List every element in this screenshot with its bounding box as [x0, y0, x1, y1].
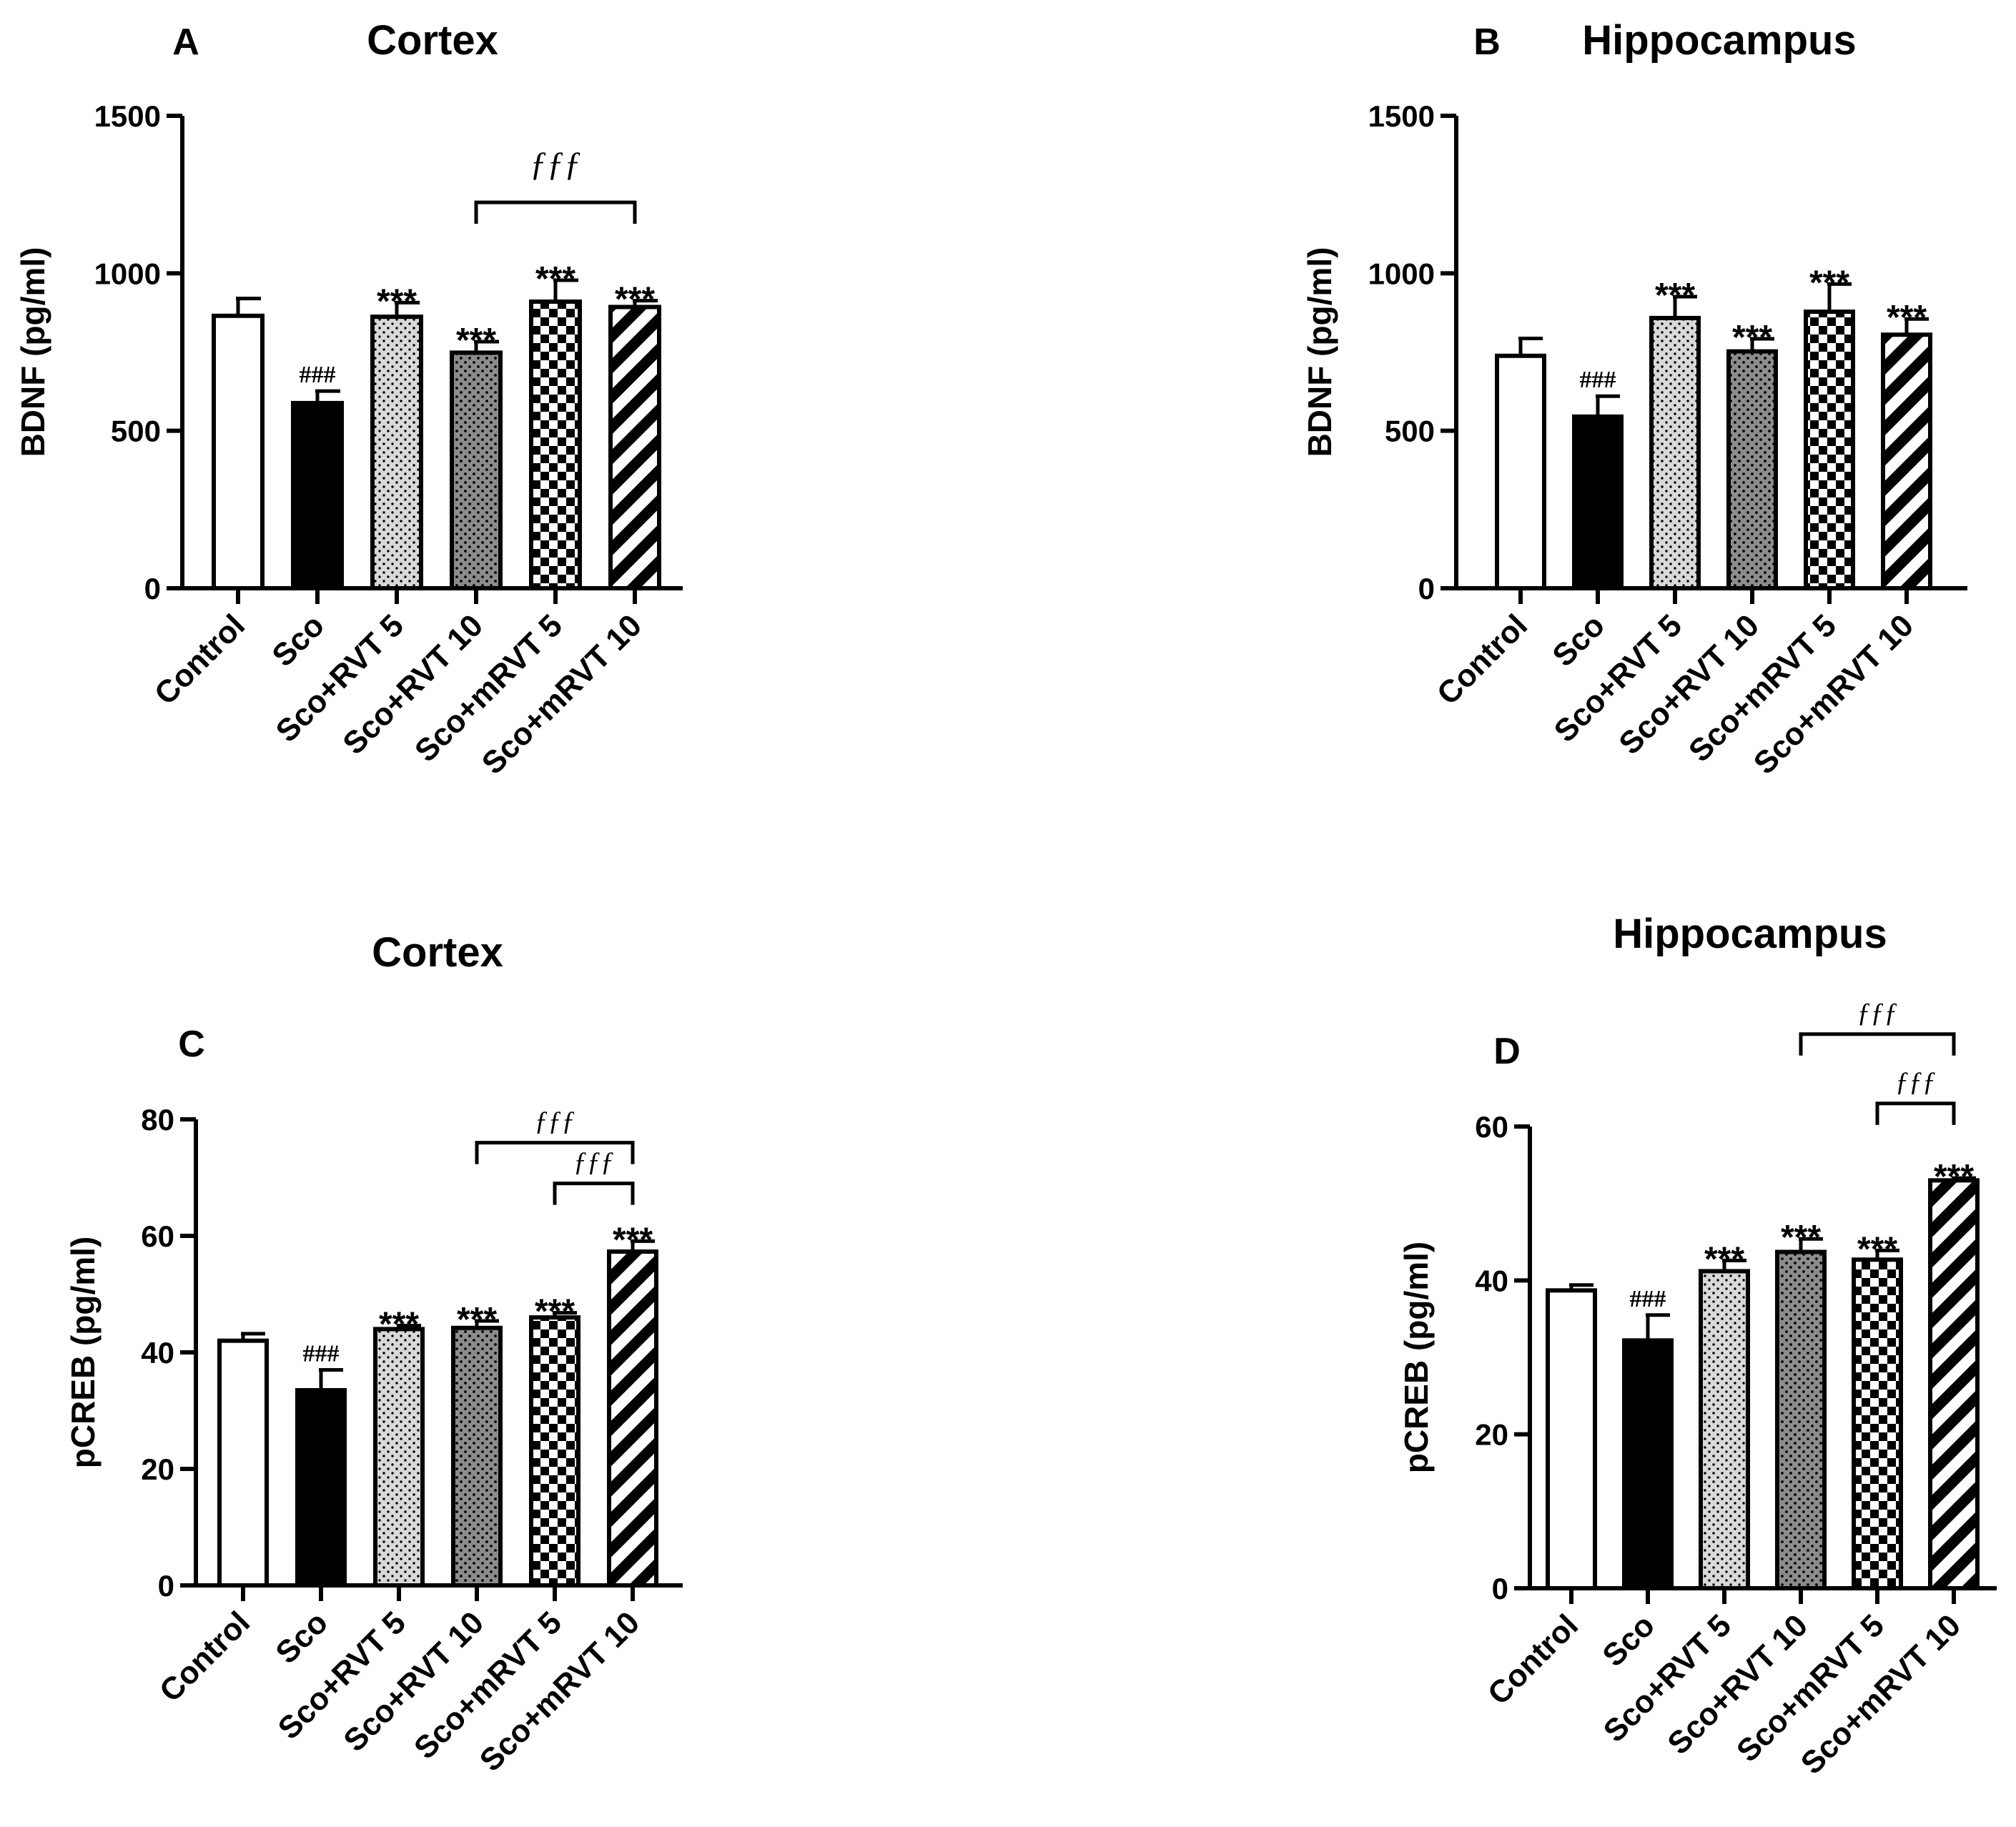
y-tick-label: 40: [1475, 1264, 1508, 1297]
bar: [529, 1315, 580, 1588]
x-tick-label: Sco: [1596, 1608, 1661, 1673]
x-tick-label: Control: [153, 1605, 257, 1708]
y-tick-label: 60: [1475, 1110, 1508, 1144]
panel-letter: C: [178, 1024, 205, 1065]
bar: [1928, 1178, 1980, 1591]
bar: [212, 313, 265, 590]
panel-letter: B: [1473, 21, 1501, 63]
y-tick-label: 0: [1418, 572, 1435, 605]
bar: [1852, 1257, 1903, 1590]
bar: [1699, 1269, 1750, 1590]
panel-b-bdnf-hippocampus: Hippocampus B BDNF (pg/ml) 0 500 1000 1500 Cont…: [1301, 17, 1967, 781]
bar: [529, 299, 582, 590]
bar: [607, 1249, 658, 1588]
significance-hash: ###: [303, 1340, 340, 1367]
significance-stars: ***: [377, 282, 417, 320]
y-tick-label: 500: [111, 415, 161, 448]
significance-hash: ###: [300, 362, 336, 388]
bar: [1649, 315, 1701, 590]
significance-stars: ***: [1781, 1219, 1821, 1257]
x-tick-label: Control: [1481, 1608, 1585, 1711]
comparison-bracket: [1875, 1101, 1956, 1125]
bar: [370, 315, 423, 590]
panel-letter: D: [1493, 1031, 1521, 1072]
y-tick-label: 1500: [94, 99, 161, 133]
y-axis-label: pCREB (pg/ml): [64, 1237, 102, 1469]
y-tick-label: 80: [141, 1103, 174, 1137]
y-axis-label: BDNF (pg/ml): [14, 247, 51, 457]
bar: [1546, 1288, 1597, 1590]
comparison-bracket: [474, 200, 637, 224]
significance-stars: ***: [1655, 277, 1695, 315]
y-tick-label: 0: [144, 572, 161, 605]
y-tick-label: 60: [141, 1219, 174, 1253]
bar: [608, 304, 661, 590]
comparison-bracket: [1799, 1032, 1956, 1056]
bracket-significance: ƒƒƒ: [1895, 1067, 1936, 1097]
bracket-significance: ƒƒƒ: [1857, 998, 1898, 1028]
panel-title: Cortex: [367, 17, 498, 64]
x-tick-label: Sco: [1546, 608, 1611, 673]
significance-hash: ###: [1630, 1286, 1666, 1312]
y-tick-label: 1000: [94, 257, 161, 290]
significance-stars: ***: [1887, 299, 1927, 337]
bracket-significance: ƒƒƒ: [573, 1147, 614, 1177]
bar: [217, 1338, 269, 1588]
x-tick-label: Control: [1431, 608, 1534, 711]
x-tick-label: Sco: [269, 1605, 335, 1670]
bar: [1726, 349, 1778, 590]
bar: [1622, 1338, 1674, 1591]
y-axis-label: pCREB (pg/ml): [1398, 1242, 1435, 1474]
significance-stars: ***: [613, 1221, 653, 1259]
panel-title: Cortex: [372, 929, 503, 976]
bar: [373, 1327, 425, 1588]
significance-stars: ***: [1809, 264, 1849, 302]
panel-title: Hippocampus: [1613, 911, 1887, 957]
significance-stars: ***: [615, 281, 655, 319]
bar: [1881, 332, 1932, 590]
y-tick-label: 1000: [1368, 257, 1435, 290]
significance-stars: ***: [535, 1293, 575, 1331]
significance-stars: ***: [535, 260, 575, 298]
panel-a-bdnf-cortex: Cortex A BDNF (pg/ml) 0 500 1000 1500 Control Sc…: [14, 17, 683, 781]
y-tick-label: 20: [1475, 1418, 1508, 1452]
significance-stars: ***: [1857, 1230, 1897, 1268]
panel-title: Hippocampus: [1582, 17, 1857, 64]
panel-letter: A: [172, 21, 199, 63]
x-tick-label: Control: [148, 608, 252, 711]
y-tick-label: 1500: [1368, 99, 1435, 133]
y-tick-label: 500: [1385, 415, 1435, 448]
bar: [295, 1387, 347, 1588]
bar: [291, 400, 344, 590]
significance-stars: ***: [457, 1301, 497, 1339]
y-axis-label: BDNF (pg/ml): [1301, 247, 1338, 457]
y-tick-label: 0: [158, 1569, 174, 1603]
significance-hash: ###: [1580, 367, 1616, 393]
bar: [1495, 353, 1546, 590]
y-tick-label: 40: [141, 1336, 174, 1370]
bar: [451, 1325, 503, 1588]
comparison-bracket: [553, 1182, 635, 1205]
bar: [1804, 310, 1855, 590]
significance-stars: ***: [1704, 1240, 1744, 1278]
y-tick-label: 0: [1492, 1572, 1508, 1605]
bar: [1572, 414, 1624, 590]
bar: [450, 350, 503, 590]
comparison-bracket: [475, 1141, 635, 1164]
significance-stars: ***: [379, 1306, 419, 1344]
y-tick-label: 20: [141, 1452, 174, 1486]
significance-stars: ***: [1732, 319, 1772, 357]
x-tick-label: Sco: [265, 608, 331, 673]
bracket-significance: ƒƒƒ: [530, 145, 581, 183]
bar: [1775, 1249, 1827, 1591]
significance-stars: ***: [456, 322, 496, 360]
bracket-significance: ƒƒƒ: [535, 1106, 575, 1137]
significance-stars: ***: [1934, 1158, 1974, 1196]
